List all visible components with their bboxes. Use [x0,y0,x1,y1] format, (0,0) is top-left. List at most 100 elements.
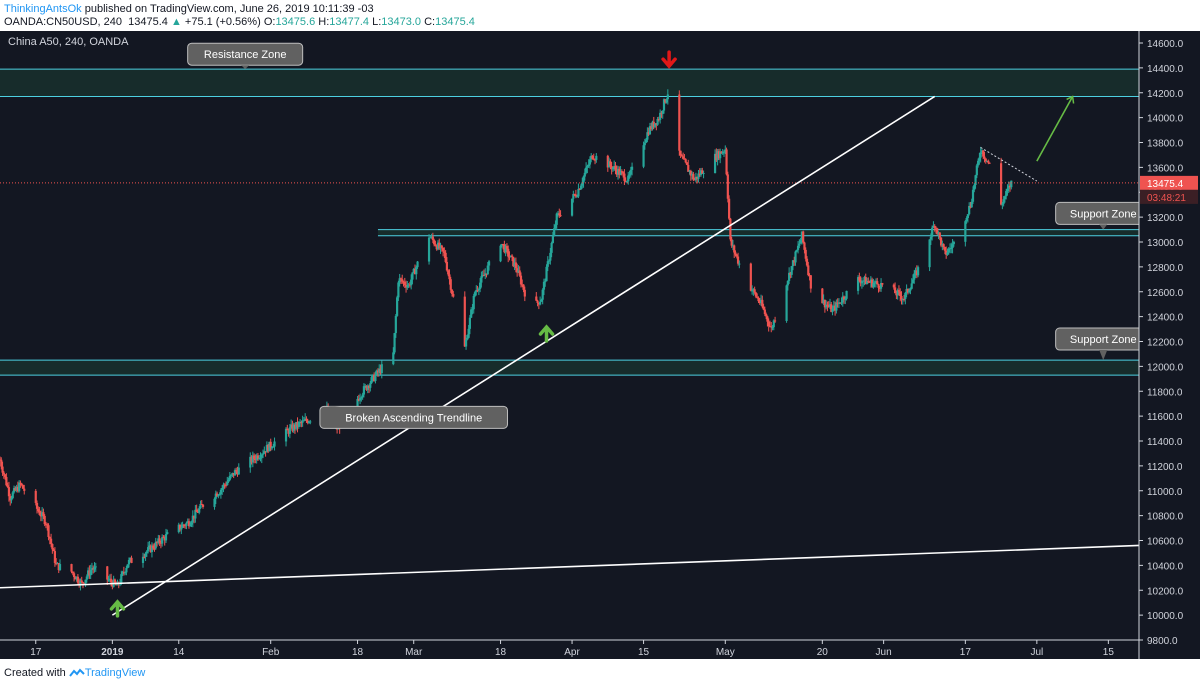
candle-body [302,420,306,422]
candle-body [980,150,984,153]
candle-body [374,375,377,382]
time-tick-label: 15 [638,647,650,658]
candle-body [111,582,114,587]
tradingview-brand-link[interactable]: TradingView [84,667,146,679]
price-tick-label: 11200.0 [1147,462,1183,473]
candle-body [37,508,40,512]
candle-body [642,145,645,167]
candle-body [255,455,258,461]
price-tick-label: 12600.0 [1147,288,1184,299]
candle-body [833,305,837,311]
candle-body [767,321,770,327]
author-link[interactable]: ThinkingAntsOk [4,3,82,15]
candle-body [934,227,938,229]
candle-body [76,576,79,583]
candle-body [823,299,826,308]
candle-body [166,532,169,535]
candle-body [402,281,405,283]
candle-body [588,159,592,165]
candle-body [376,370,380,373]
candle-body [436,242,440,250]
candle-body [969,205,972,208]
candle-body [881,283,884,285]
candle-body [56,563,59,565]
candle-body [728,198,731,219]
candle-body [48,537,51,539]
candle-body [892,284,895,288]
candle-body [434,244,437,246]
candle-body [47,525,50,538]
callout-box [319,405,509,429]
candle-body [177,524,180,533]
candle-body [189,524,192,527]
candle-body [471,309,474,311]
candle-body [145,551,148,554]
candle-body [753,289,756,293]
price-tick-label: 10200.0 [1147,586,1184,597]
candle-body [939,237,943,246]
candle-body [726,174,729,199]
candle-body [394,315,397,334]
price-tick-label: 10800.0 [1147,512,1184,523]
candle-body [614,166,617,170]
candle-body [582,176,585,183]
candle-body [178,524,182,530]
countdown-tag [1140,189,1198,204]
candle-body [466,337,469,340]
candle-body [757,297,760,302]
candle-body [290,424,293,428]
callout-pointer [321,406,340,409]
candle-body [842,296,846,300]
candle-body [825,304,828,308]
candle-body [613,166,616,168]
candle-body [821,288,824,304]
time-tick-label: 15 [1103,647,1115,658]
candle-body [738,263,741,265]
chart-area[interactable]: China A50, 240, OANDA Resistance Zone Sup… [0,31,1200,659]
candle-body [693,179,696,181]
candle-body [412,268,415,273]
candle-body [53,551,57,563]
candle-body [504,246,507,253]
candle-body [899,291,902,297]
candle-body [5,476,8,486]
candle-body [932,225,935,228]
candle-body [970,201,973,208]
time-tick-label: 2019 [101,647,124,658]
price-chart[interactable]: China A50, 240, OANDA Resistance Zone Sup… [0,31,1200,659]
candle-body [71,571,74,574]
candle-body [862,280,865,282]
candle-body [215,493,219,497]
candle-body [1010,180,1013,188]
price-tick-label: 10000.0 [1147,611,1184,622]
candle-body [868,281,871,283]
candle-body [12,488,16,493]
callout-text: Resistance Zone [204,49,287,61]
candle-body [913,273,916,280]
candle-body [463,296,466,347]
candle-body [180,527,183,530]
time-tick-label: 17 [30,647,42,658]
candle-body [545,266,548,282]
candle-body [477,288,480,291]
candle-body [85,576,88,580]
candle-body [235,470,238,472]
price-tick-label: 11800.0 [1147,387,1183,398]
candle-body [356,398,359,413]
price-tick-label: 11600.0 [1147,412,1183,423]
candle-body [217,494,220,497]
candle-body [89,569,92,576]
candle-body [719,151,722,159]
candle-body [876,281,879,285]
candle-body [11,492,14,499]
candle-body [869,279,872,283]
candle-body [827,305,830,307]
candle-body [510,255,514,257]
projection-line [1036,96,1074,162]
candle-body [232,472,235,476]
candle-body [162,537,165,539]
candle-body [186,521,189,523]
candle-body [512,256,515,267]
candle-body [481,275,484,277]
candle-body [878,287,881,289]
